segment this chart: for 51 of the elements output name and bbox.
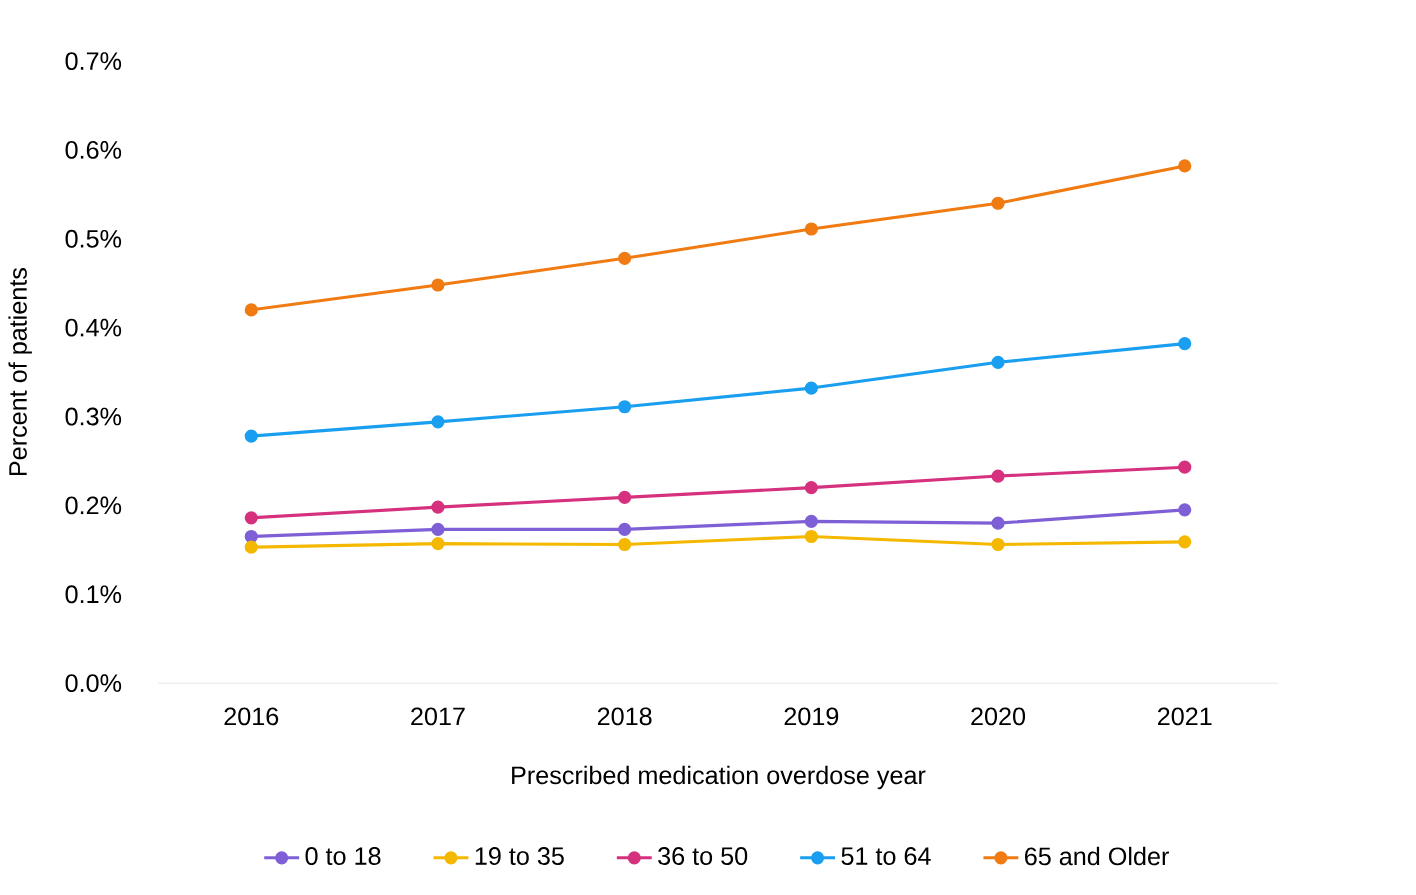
point [804, 480, 818, 495]
point [804, 381, 818, 395]
x-tick-label: 2019 [784, 707, 839, 726]
point [804, 529, 818, 543]
y-tick-label: 0.2% [65, 496, 122, 515]
point [431, 500, 445, 514]
point [244, 303, 258, 317]
point [1178, 159, 1192, 173]
x-tick-label: 2018 [597, 707, 652, 726]
point [991, 469, 1005, 483]
x-tick-label: 2016 [224, 707, 279, 726]
point [1178, 503, 1192, 517]
y-tick-label: 0.7% [65, 51, 122, 70]
point [804, 222, 818, 236]
point [431, 536, 445, 551]
point [244, 529, 258, 543]
point [618, 251, 632, 265]
point [1178, 535, 1192, 549]
x-tick-label: 2020 [971, 707, 1026, 726]
x-tick-label: 2017 [411, 707, 465, 726]
legend-label: 36 to 50 [658, 846, 748, 865]
y-tick-label: 0.3% [65, 407, 122, 426]
legend-label: 0 to 18 [305, 846, 381, 865]
point [618, 537, 632, 551]
x-tick-label: 2021 [1157, 707, 1212, 726]
point [618, 490, 632, 504]
point [991, 537, 1005, 551]
y-axis-title: Percent of patients [8, 267, 32, 475]
point [244, 511, 258, 525]
y-tick-label: 0.0% [65, 674, 122, 692]
point [804, 514, 818, 528]
y-tick-label: 0.6% [65, 140, 122, 159]
legend-label: 51 to 64 [841, 846, 931, 865]
y-tick-label: 0.5% [65, 229, 122, 248]
point [244, 540, 258, 554]
point [431, 522, 445, 536]
legend-label: 65 and Older [1025, 846, 1169, 866]
point [431, 415, 445, 429]
point [244, 429, 258, 443]
point [991, 196, 1005, 210]
x-axis-title: Prescribed medication overdose year [512, 765, 926, 790]
legend-label: 19 to 35 [475, 846, 564, 865]
point [618, 522, 632, 536]
point [431, 278, 445, 292]
point [1178, 460, 1192, 474]
y-tick-label: 0.1% [65, 585, 122, 604]
point [618, 399, 632, 414]
point [1178, 336, 1192, 351]
point [991, 355, 1005, 369]
point [991, 516, 1005, 530]
y-tick-label: 0.4% [65, 318, 122, 337]
